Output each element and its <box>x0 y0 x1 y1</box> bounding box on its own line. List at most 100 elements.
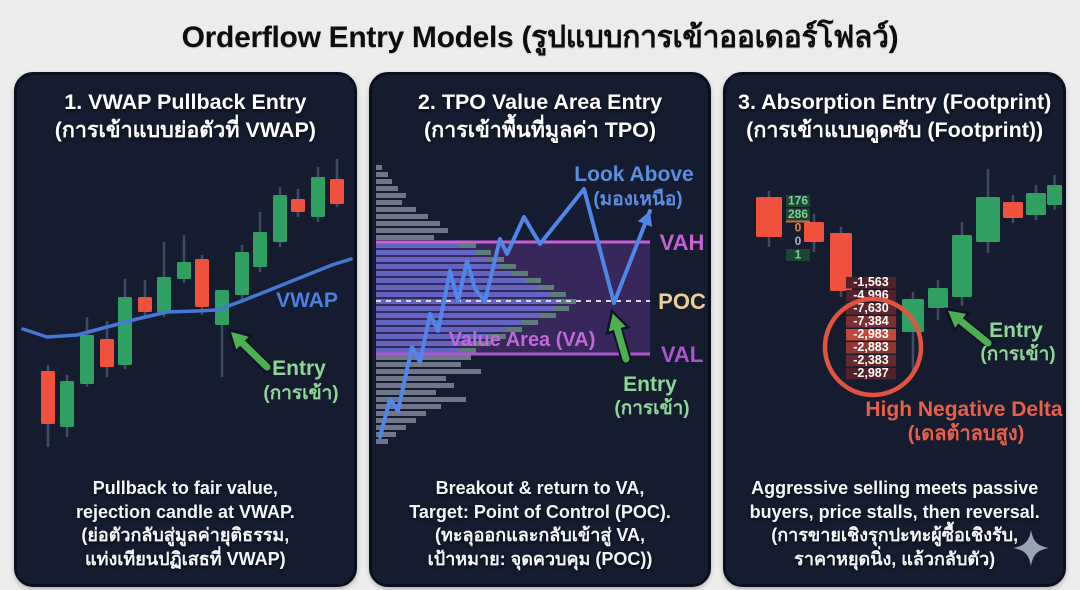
caption-line: Aggressive selling meets passive <box>751 478 1039 499</box>
footprint-value: -2,987 <box>854 366 889 380</box>
tpo-bar <box>375 403 441 409</box>
candle-body <box>902 298 925 332</box>
candle-body <box>138 296 152 312</box>
caption-line: (ทะลุออกและกลับเข้าสู่ VA, <box>435 525 645 546</box>
panel-3-title-en: 3. Absorption Entry (Footprint) <box>738 90 1052 114</box>
tpo-bar-va <box>375 242 460 248</box>
tpo-bar-tip <box>474 340 491 346</box>
vwap-pullback-chart: VWAP Entry(การเข้า) <box>21 158 353 447</box>
candle-body <box>1047 184 1063 205</box>
candle-body <box>80 334 94 384</box>
panel-3-title-th: (การเข้าแบบดูดซับ (Footprint)) <box>746 118 1044 143</box>
tpo-bar <box>375 382 454 388</box>
footprint-value: -7,384 <box>854 314 889 328</box>
tpo-bar-tip <box>459 347 476 353</box>
tpo-bar <box>375 227 448 233</box>
caption-line: Pullback to fair value, <box>92 478 278 499</box>
caption-line: แท่งเทียนปฏิเสธที่ VWAP) <box>85 548 286 569</box>
footprint-value: -1,563 <box>854 275 889 289</box>
tpo-bar-tip <box>549 291 566 297</box>
tpo-bar-tip <box>537 284 554 290</box>
tpo-bar <box>375 171 388 177</box>
caption-line: (ย่อตัวกลับสู่มูลค่ายุติธรรม, <box>81 525 290 546</box>
tpo-bar-va <box>375 319 522 325</box>
tpo-bar-va <box>375 263 500 269</box>
footprint-cell <box>786 194 811 207</box>
vwap-line <box>21 257 353 339</box>
panel-2-title-th: (การเข้าพื้นที่มูลค่า TPO) <box>423 118 657 143</box>
panel-vwap-pullback: 1. VWAP Pullback Entry (การเข้าแบบย่อตัว… <box>14 72 357 587</box>
panel-1-title: 1. VWAP Pullback Entry (การเข้าแบบย่อตัว… <box>17 88 354 145</box>
chart-label: (การเข้า) <box>981 343 1056 365</box>
tpo-bar <box>375 431 396 437</box>
chart-label: (เดลต้าลบสูง) <box>908 422 1025 447</box>
tpo-bar-va <box>375 333 490 339</box>
chart-label: VWAP <box>276 289 338 312</box>
chart-label: (การเข้า) <box>263 382 338 404</box>
candle-body <box>60 380 74 427</box>
panel-1-caption: Pullback to fair value, rejection candle… <box>17 477 354 571</box>
chart-label: (มองเหนือ) <box>593 188 682 210</box>
tpo-bar <box>375 192 406 198</box>
price-line-arrowhead <box>637 210 652 227</box>
chart-label: VAH <box>659 230 704 255</box>
candle-body <box>804 221 825 242</box>
candle-body <box>273 194 287 242</box>
chart-label: Entry <box>990 319 1044 342</box>
tpo-bar <box>375 164 382 170</box>
caption-line: ราคาหยุดนิ่ง, แล้วกลับตัว) <box>794 548 996 569</box>
panel-3-title: 3. Absorption Entry (Footprint) (การเข้า… <box>726 88 1063 145</box>
candle-body <box>41 370 55 424</box>
tpo-bar <box>375 234 434 240</box>
tpo-bar-tip <box>539 312 556 318</box>
panel-2-title: 2. TPO Value Area Entry (การเข้าพื้นที่ม… <box>372 88 709 145</box>
price-line <box>377 186 652 439</box>
tpo-bar-tip <box>505 326 522 332</box>
tpo-bar-va <box>375 312 540 318</box>
caption-line: เป้าหมาย: จุดควบคุม (POC)) <box>427 548 653 569</box>
panel-2-title-en: 2. TPO Value Area Entry <box>417 90 663 114</box>
panel-1-title-en: 1. VWAP Pullback Entry <box>64 90 307 114</box>
tpo-bar <box>375 206 416 212</box>
tpo-bar-tip <box>489 333 506 339</box>
candle-body <box>177 261 191 279</box>
footprint-cell <box>786 208 811 221</box>
candle-body <box>291 198 305 212</box>
tpo-bar-va <box>375 347 460 353</box>
candle-body <box>195 258 209 307</box>
tpo-bar <box>375 361 461 367</box>
footprint-value: 286 <box>788 207 808 221</box>
footprint-cell <box>846 302 897 315</box>
tpo-bar <box>375 396 466 402</box>
tpo-bar <box>375 410 426 416</box>
footprint-cell <box>846 289 897 302</box>
chart-label: VAL <box>660 342 702 367</box>
tpo-bar <box>375 438 388 444</box>
caption-line: Target: Point of Control (POC). <box>409 501 671 522</box>
tpo-bar-tip <box>511 270 528 276</box>
footprint-cell <box>846 354 897 367</box>
absorption-footprint-chart: 176286001-1,563-4,996-7,630-7,384-2,983-… <box>756 168 1064 447</box>
footprint-cell <box>846 276 897 289</box>
tpo-bar <box>375 417 416 423</box>
entry-arrow-shaft <box>611 318 630 363</box>
tpo-bar <box>375 178 392 184</box>
caption-line: (การขายเชิงรุกปะทะผู้ซื้อเชิงรับ, <box>771 525 1019 546</box>
chart-label: Entry <box>623 373 677 396</box>
footprint-value: 1 <box>795 247 802 261</box>
chart-label: High Negative Delta <box>866 398 1064 421</box>
footprint-value: 0 <box>795 234 802 248</box>
candle-body <box>330 178 344 204</box>
tpo-bar-va <box>375 249 475 255</box>
tpo-bar-tip <box>459 242 476 248</box>
panel-1-title-th: (การเข้าแบบย่อตัวที่ VWAP) <box>54 118 316 143</box>
tpo-bar-tip <box>552 305 569 311</box>
candle-body <box>118 296 132 365</box>
chart-label: (การเข้า) <box>614 397 689 419</box>
footprint-cell <box>786 248 811 261</box>
footprint-value: -2,983 <box>854 327 889 341</box>
panels-row: 1. VWAP Pullback Entry (การเข้าแบบย่อตัว… <box>0 72 1080 587</box>
tpo-bar <box>375 424 406 430</box>
candle-body <box>100 338 114 367</box>
panel-2-caption: Breakout & return to VA, Target: Point o… <box>372 477 709 571</box>
